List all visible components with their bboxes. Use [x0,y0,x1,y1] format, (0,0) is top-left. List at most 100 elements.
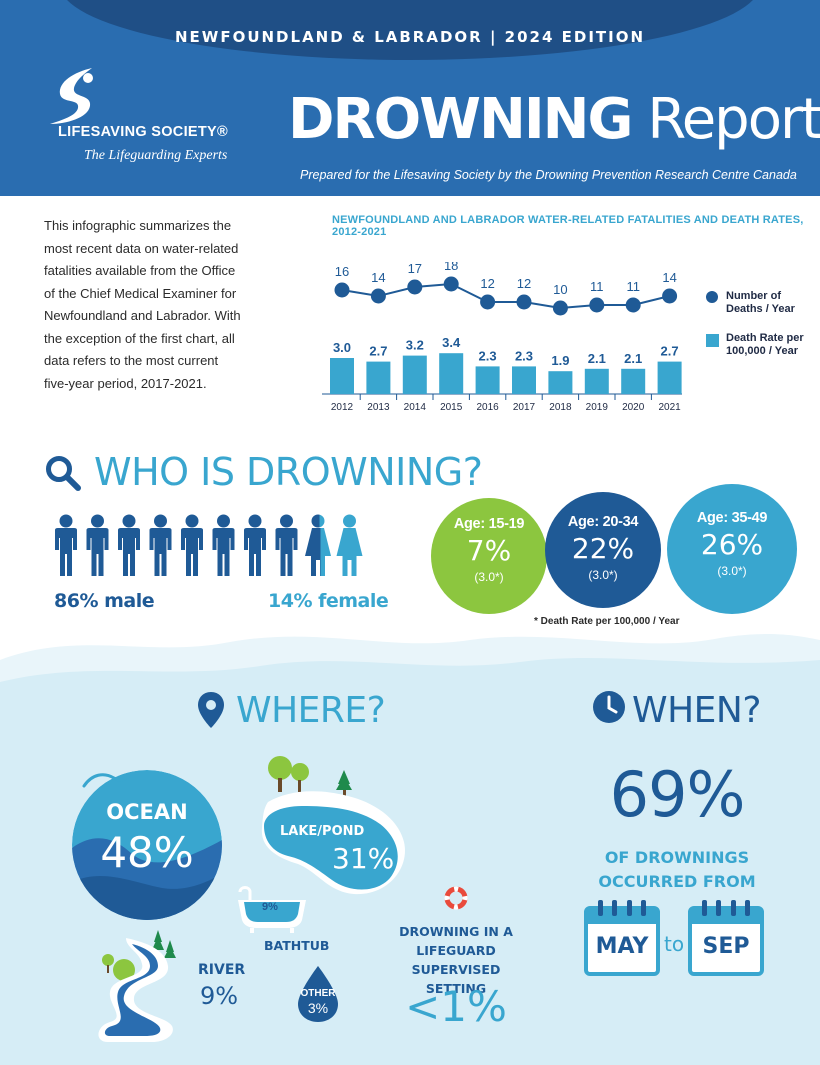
edition-label: NEWFOUNDLAND & LABRADOR | 2024 EDITION [174,28,646,46]
legend-rate-label: Death Rate per 100,000 / Year [726,332,804,357]
age-35-49-bubble: Age: 35-49 26% (3.0*) [667,484,797,614]
life-ring-icon [444,886,468,910]
figure-body [275,528,298,576]
other-percentage: 3% [307,1000,329,1016]
rate-value-label: 2.3 [479,348,497,363]
year-tick-label: 2020 [622,402,645,413]
year-tick-label: 2014 [404,402,427,413]
male-figure-icon [275,514,298,576]
rate-bar [657,361,682,394]
rate-bar [366,361,391,394]
rate-bar [402,355,427,394]
death-value-label: 11 [626,279,640,294]
chart-title: NEWFOUNDLAND AND LABRADOR WATER-RELATED … [332,214,804,238]
figure-head [91,514,104,528]
age-label: Age: 35-49 [696,510,768,526]
prepared-by: Prepared for the Lifesaving Society by t… [300,168,797,182]
figure-body [336,528,363,576]
death-point [407,279,423,295]
death-point [589,297,605,313]
report-title: DROWNING Report [288,88,820,152]
legend-deaths: Number of Deaths / Year [706,290,820,316]
bathtub-percentage: 9% [262,901,278,913]
calendar-may-icon: MAY [584,898,660,976]
rate-bar [621,368,646,394]
ocean-label: OCEAN [106,800,188,824]
female-percentage: 14% female [268,590,389,612]
when-percentage: 69% [609,758,746,831]
death-value-label: 10 [553,282,567,297]
where-section-header: WHERE? [196,690,386,734]
age-rate: (3.0*) [588,568,618,582]
male-figure-icon [244,514,266,576]
rate-value-label: 1.9 [551,353,569,368]
male-figure-icon [181,514,203,576]
who-title: WHO IS DROWNING? [94,450,483,494]
calendar-sep-icon: SEP [688,898,764,976]
rate-value-label: 2.1 [624,351,642,366]
age-rate: (3.0*) [474,570,504,584]
gender-pictogram [55,514,363,576]
death-point [480,294,496,310]
when-title: WHEN? [632,690,761,731]
figure-head [154,514,167,528]
year-tick-label: 2018 [549,402,572,413]
deaths-line [341,282,670,310]
figure-head [248,514,262,528]
year-tick-label: 2016 [476,402,499,413]
death-point [625,297,641,313]
location-pin-icon [198,692,224,728]
river-percentage: 9% [200,982,239,1010]
death-point [552,300,568,316]
figure-body [305,528,331,576]
logo-tagline: The Lifeguarding Experts [84,148,228,163]
chart-legend: Number of Deaths / Year Death Rate per 1… [706,290,820,374]
age-15-19-bubble: Age: 15-19 7% (3.0*) [431,498,547,614]
death-value-label: 12 [517,276,531,291]
legend-rate: Death Rate per 100,000 / Year [706,332,820,358]
age-rate: (3.0*) [717,564,747,578]
legend-deaths-label: Number of Deaths / Year [726,290,795,315]
month-from: MAY [595,934,649,959]
rate-bar [584,368,609,394]
death-point [370,288,386,304]
when-text: OF DROWNINGS OCCURRED FROM [598,848,756,891]
year-tick-label: 2013 [367,402,390,413]
lifeguard-setting-percentage: <1% [405,982,507,1031]
ocean-wave-icon [72,770,222,920]
rate-value-label: 2.3 [515,348,533,363]
death-value-label: 11 [590,279,604,294]
figure-body [149,528,172,576]
lake-pond-icon [261,756,405,895]
male-figure-icon [55,514,77,576]
lake-pond-label: LAKE/POND [280,824,365,839]
intro-text: This infographic summarizes the most rec… [44,218,241,391]
rate-value-label: 3.4 [442,335,461,350]
fatalities-chart: 16 3.0 2012 14 2.7 2013 17 3.2 2014 18 3.4 2015 12 2.… [322,262,682,413]
rate-value-label: 3.0 [333,340,351,355]
year-tick-label: 2017 [513,402,536,413]
rate-bar [330,358,354,394]
figure-head [185,514,199,528]
lifesaving-society-logo-icon [50,68,93,124]
rate-bar [439,353,464,394]
age-label: Age: 15-19 [453,516,525,532]
figure-head [217,514,230,528]
calendar-icon [688,900,764,976]
logo-name: LIFESAVING SOCIETY® [58,124,228,140]
rate-bar [475,366,500,394]
lifeguard-setting-text: DROWNING IN A LIFEGUARD SUPERVISED SETTI… [399,924,513,996]
age-percentage: 7% [466,534,512,567]
death-value-label: 18 [444,262,458,273]
water-drop-icon [298,966,338,1022]
figure-body [86,528,109,576]
female-figure-icon [305,514,331,576]
figure-body [244,528,266,576]
male-percentage: 86% male [54,590,155,612]
death-value-label: 12 [480,276,494,291]
rate-value-label: 3.2 [406,338,424,353]
rate-value-label: 2.7 [369,344,387,359]
calendar-icon [584,900,660,976]
report-header: NEWFOUNDLAND & LABRADOR | 2024 EDITION L… [0,0,820,196]
magnifier-icon [46,456,81,491]
